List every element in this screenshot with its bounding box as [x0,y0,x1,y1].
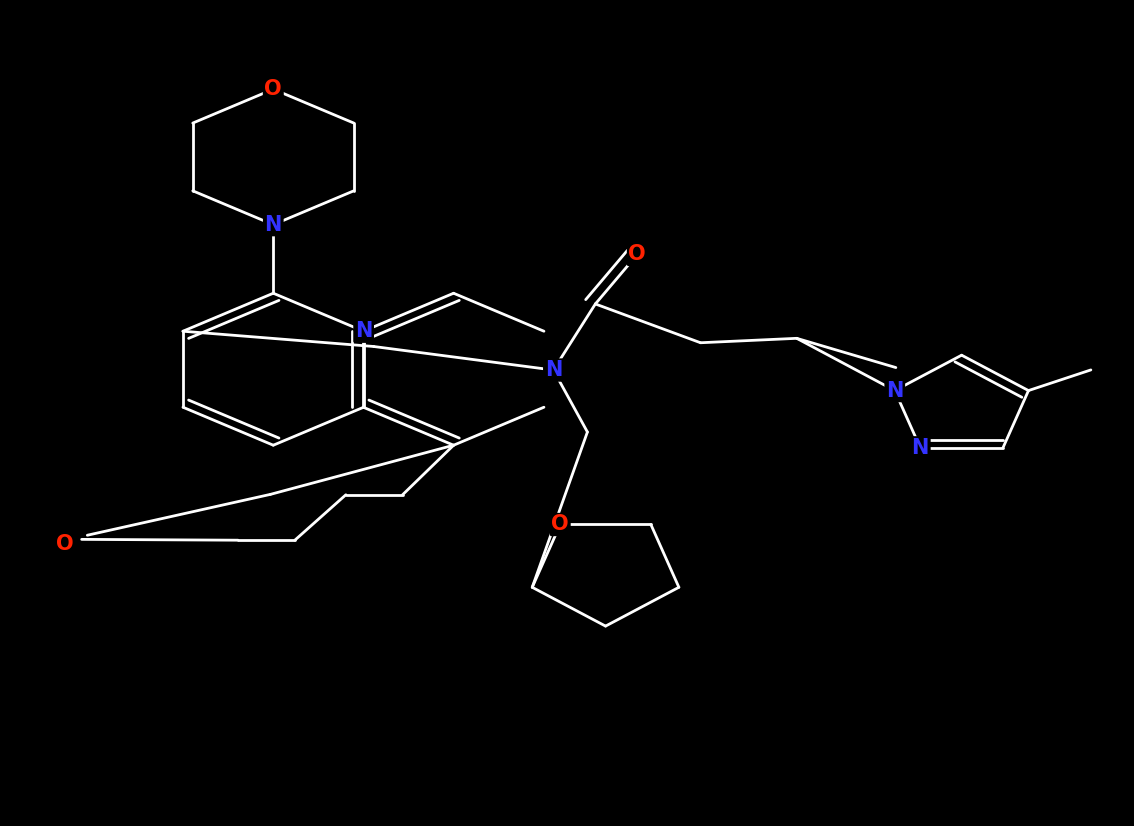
Text: N: N [264,215,282,235]
Text: N: N [912,438,929,458]
Text: N: N [886,381,904,401]
Text: O: O [264,79,282,99]
Text: O: O [628,244,646,264]
Text: N: N [355,321,372,341]
Text: N: N [544,360,562,380]
Text: O: O [551,515,569,534]
Text: O: O [56,534,74,553]
